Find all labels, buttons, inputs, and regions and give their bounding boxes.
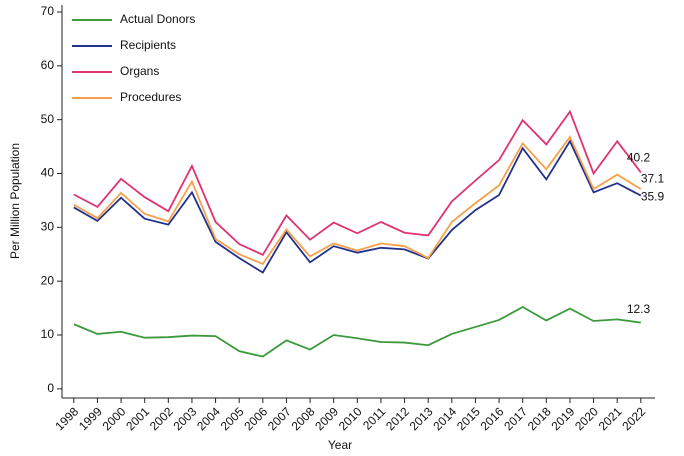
y-tick-label: 40 xyxy=(41,166,55,180)
series-line xyxy=(73,109,642,256)
x-tick-label: 2000 xyxy=(100,404,129,433)
x-tick-label: 2016 xyxy=(478,404,507,433)
x-tick-label: 2019 xyxy=(549,404,578,433)
y-tick-label: 50 xyxy=(41,112,55,126)
series-line xyxy=(73,305,641,358)
series-line xyxy=(73,139,642,274)
y-tick-label: 0 xyxy=(47,381,54,395)
x-tick-label: 2007 xyxy=(265,404,294,433)
end-label: 12.3 xyxy=(627,302,651,316)
x-axis-label: Year xyxy=(328,438,352,452)
x-tick-label: 2003 xyxy=(171,404,200,433)
x-tick-label: 2013 xyxy=(407,404,436,433)
end-label: 35.9 xyxy=(641,190,665,204)
x-tick-label: 2010 xyxy=(336,404,365,433)
x-tick-label: 2014 xyxy=(430,404,459,433)
x-tick-label: 2012 xyxy=(383,404,412,433)
y-tick-label: 60 xyxy=(41,58,55,72)
y-tick-label: 10 xyxy=(41,327,55,341)
series-line xyxy=(73,135,642,266)
x-tick-label: 2011 xyxy=(360,404,388,432)
x-tick-label: 1998 xyxy=(52,404,81,433)
x-tick-label: 2006 xyxy=(241,404,270,433)
x-tick-label: 2018 xyxy=(525,404,554,433)
end-label: 40.2 xyxy=(627,151,651,165)
x-tick-label: 2015 xyxy=(454,404,483,433)
y-axis-label: Per Million Population xyxy=(8,143,22,259)
x-tick-label: 1999 xyxy=(76,404,105,433)
end-label: 37.1 xyxy=(641,171,665,185)
x-tick-label: 2005 xyxy=(218,404,247,433)
y-tick-label: 20 xyxy=(41,273,55,287)
x-tick-label: 2008 xyxy=(289,404,318,433)
x-tick-label: 2021 xyxy=(596,404,625,433)
y-tick-label: 70 xyxy=(41,4,55,18)
legend-label: Procedures xyxy=(120,90,181,104)
x-tick-label: 2004 xyxy=(194,404,223,433)
x-tick-label: 2017 xyxy=(501,404,530,433)
x-tick-label: 2002 xyxy=(147,404,176,433)
x-tick-label: 2022 xyxy=(619,404,648,433)
y-tick-label: 30 xyxy=(41,220,55,234)
x-tick-label: 2009 xyxy=(312,404,341,433)
legend-label: Actual Donors xyxy=(120,12,195,26)
legend-label: Organs xyxy=(120,64,159,78)
legend-label: Recipients xyxy=(120,38,176,52)
x-tick-label: 2001 xyxy=(123,404,152,433)
x-tick-label: 2020 xyxy=(572,404,601,433)
